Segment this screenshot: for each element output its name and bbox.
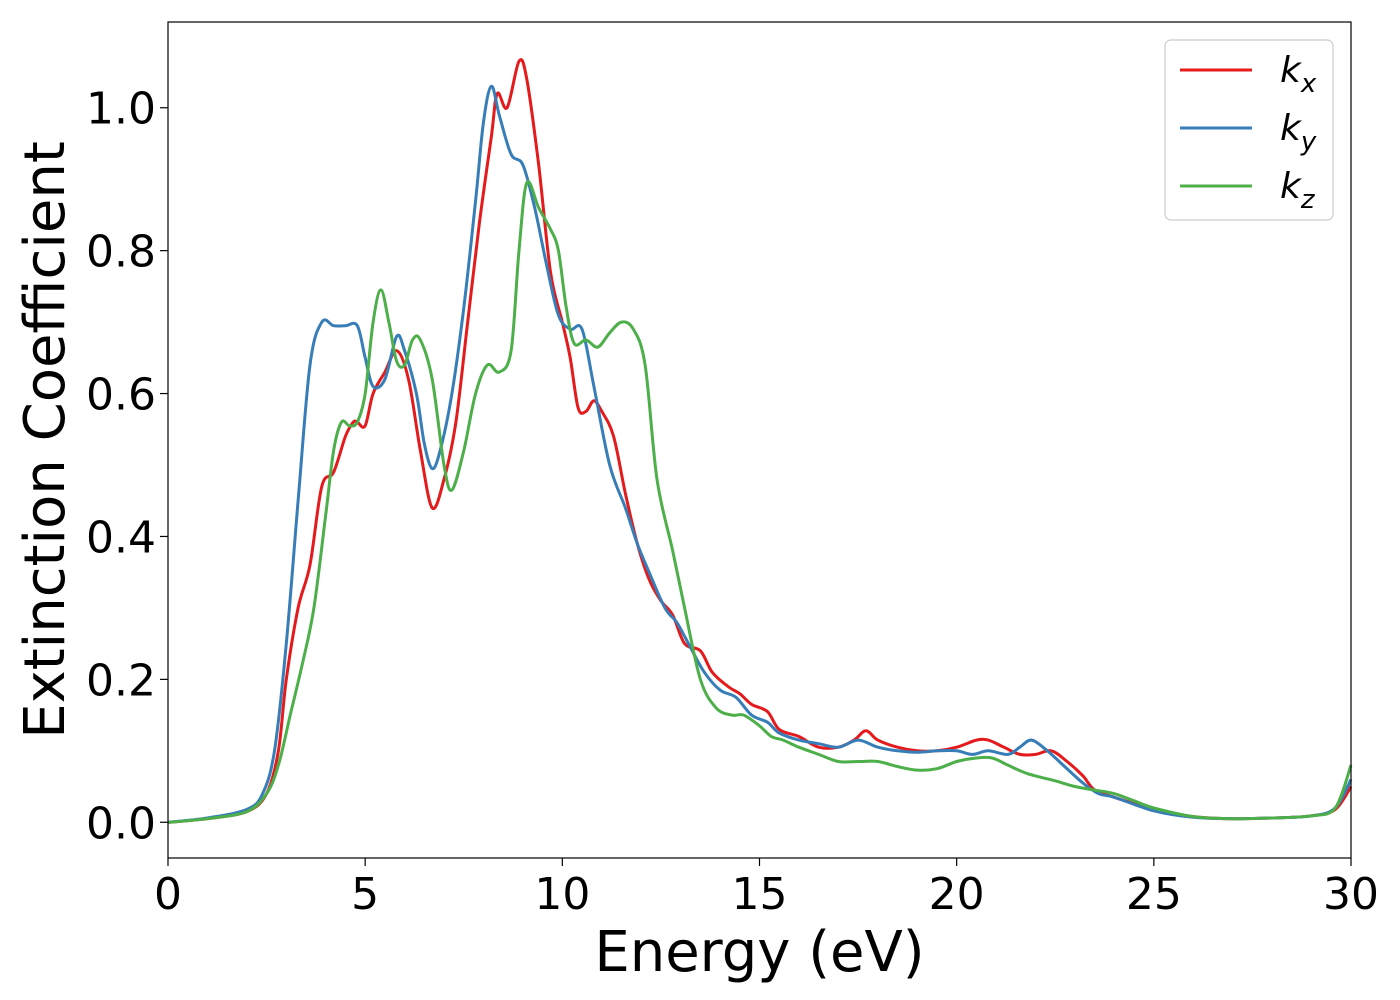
x-tick-label: 30 bbox=[1323, 869, 1379, 920]
series-line-x bbox=[167, 58, 1353, 824]
x-axis-label: Energy (eV) bbox=[594, 920, 924, 985]
series-line-z bbox=[167, 179, 1353, 824]
x-axis-ticks: 0 5 10 15 20 25 30 bbox=[154, 858, 1379, 920]
x-tick-label: 15 bbox=[732, 869, 788, 920]
y-tick-label: 0.6 bbox=[86, 370, 156, 421]
x-tick-label: 25 bbox=[1126, 869, 1182, 920]
y-tick-label: 0.4 bbox=[86, 512, 156, 563]
legend-box bbox=[1164, 39, 1334, 221]
x-tick-label: 5 bbox=[351, 869, 379, 920]
y-tick-label: 0.2 bbox=[86, 655, 156, 706]
x-tick-label: 10 bbox=[534, 869, 590, 920]
series-layer bbox=[167, 58, 1353, 824]
series-line-y bbox=[167, 84, 1353, 824]
y-axis-ticks: 0.0 0.2 0.4 0.6 0.8 1.0 bbox=[86, 84, 168, 849]
y-tick-label: 0.8 bbox=[86, 227, 156, 278]
y-tick-label: 0.0 bbox=[86, 798, 156, 849]
x-tick-label: 20 bbox=[929, 869, 985, 920]
x-tick-label: 0 bbox=[154, 869, 182, 920]
y-tick-label: 1.0 bbox=[86, 84, 156, 135]
y-axis-label: Extinction Coefficient bbox=[13, 141, 78, 739]
